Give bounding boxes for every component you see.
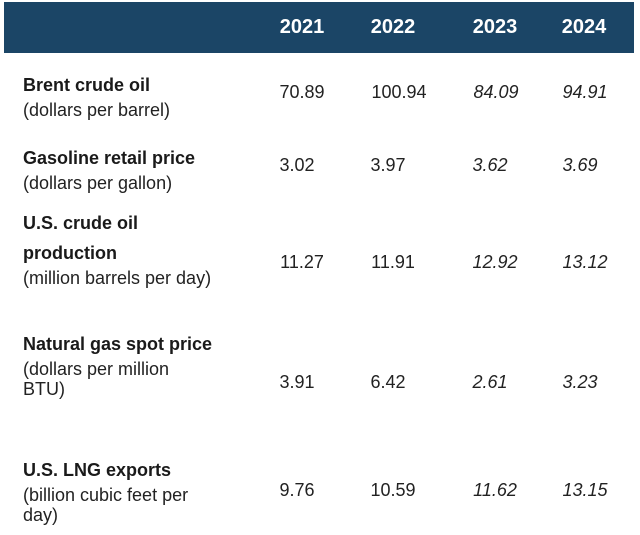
cell-crude-production-2021: 11.27 <box>280 252 324 272</box>
column-header-2022: 2022 <box>370 16 416 38</box>
cell-gasoline-2021: 3.02 <box>279 155 315 175</box>
cell-lng-exports-2023: 11.62 <box>473 480 517 500</box>
cell-gasoline-2023: 3.62 <box>472 155 508 175</box>
row-title: Gasoline retail price <box>23 148 196 168</box>
cell-natural-gas-2023: 2.61 <box>472 372 508 392</box>
cell-gasoline-2024: 3.69 <box>562 155 598 175</box>
row-title: U.S. LNG exports <box>23 460 172 480</box>
row-label-gasoline: Gasoline retail price (dollars per gallo… <box>23 143 243 193</box>
table-header: 2021 2022 2023 2024 <box>4 2 634 53</box>
cell-crude-production-2023: 12.92 <box>472 252 518 272</box>
column-header-2023: 2023 <box>472 16 518 38</box>
row-label-natural-gas: Natural gas spot price (dollars per mill… <box>23 329 213 399</box>
cell-lng-exports-2022: 10.59 <box>370 480 416 500</box>
cell-brent-2024: 94.91 <box>562 82 608 102</box>
cell-lng-exports-2021: 9.76 <box>279 480 315 500</box>
cell-natural-gas-2022: 6.42 <box>370 372 406 392</box>
row-unit: (dollars per gallon) <box>23 173 173 193</box>
cell-natural-gas-2021: 3.91 <box>279 372 315 392</box>
column-header-2021: 2021 <box>279 16 325 38</box>
cell-crude-production-2022: 11.91 <box>371 252 415 272</box>
row-unit: (billion cubic feet per day) <box>23 485 189 525</box>
cell-gasoline-2022: 3.97 <box>370 155 406 175</box>
row-title: Brent crude oil <box>23 75 151 95</box>
cell-brent-2023: 84.09 <box>473 82 519 102</box>
row-label-lng-exports: U.S. LNG exports (billion cubic feet per… <box>23 455 228 525</box>
row-unit: (dollars per million BTU) <box>23 359 170 399</box>
cell-lng-exports-2024: 13.15 <box>562 480 608 500</box>
row-label-brent: Brent crude oil (dollars per barrel) <box>23 70 243 120</box>
cell-crude-production-2024: 13.12 <box>562 252 608 272</box>
cell-brent-2021: 70.89 <box>279 82 325 102</box>
row-label-crude-production: U.S. crude oil production (million barre… <box>23 208 213 288</box>
cell-brent-2022: 100.94 <box>371 82 427 102</box>
row-unit: (million barrels per day) <box>23 268 212 288</box>
row-unit: (dollars per barrel) <box>23 100 171 120</box>
row-title: Natural gas spot price <box>23 334 213 354</box>
column-header-2024: 2024 <box>561 16 607 38</box>
cell-natural-gas-2024: 3.23 <box>562 372 598 392</box>
row-title: U.S. crude oil production <box>23 213 139 263</box>
